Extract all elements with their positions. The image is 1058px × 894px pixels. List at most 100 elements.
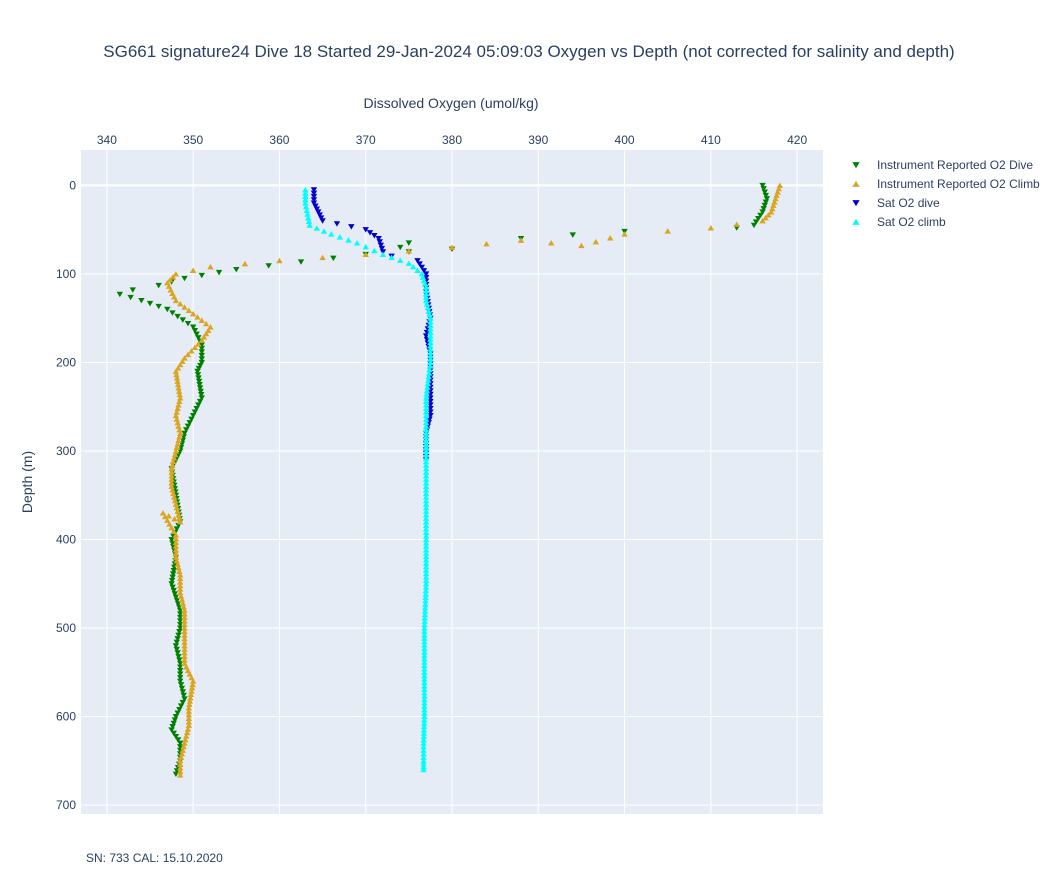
data-point	[180, 603, 187, 610]
data-point	[416, 261, 423, 267]
data-point	[177, 572, 184, 578]
data-point	[184, 351, 192, 358]
data-point	[421, 672, 428, 679]
data-point	[405, 248, 413, 254]
data-point	[421, 693, 428, 699]
data-point	[569, 232, 576, 238]
data-point	[185, 704, 193, 711]
data-point	[196, 398, 204, 405]
data-point	[420, 733, 427, 740]
data-point	[426, 311, 433, 318]
data-point	[198, 345, 205, 352]
data-point	[423, 387, 431, 394]
data-point	[177, 772, 184, 778]
data-point	[409, 263, 417, 270]
data-point	[348, 224, 355, 230]
chart-title: SG661 signature24 Dive 18 Started 29-Jan…	[103, 42, 954, 61]
data-point	[423, 301, 431, 307]
data-point	[320, 228, 328, 234]
series-4	[302, 186, 434, 773]
y-tick-label: 600	[56, 710, 76, 724]
data-point	[378, 245, 386, 252]
data-point	[188, 688, 195, 694]
data-point	[388, 254, 395, 260]
data-point	[194, 314, 201, 320]
data-point	[336, 234, 344, 240]
data-point	[189, 681, 196, 688]
data-point	[168, 483, 175, 489]
data-point	[421, 652, 428, 658]
legend-label: Instrument Reported O2 Dive	[877, 158, 1033, 172]
data-point	[397, 257, 404, 263]
data-point	[421, 676, 428, 682]
data-point	[169, 724, 176, 730]
data-point	[177, 675, 184, 681]
data-point	[759, 217, 766, 224]
data-point	[302, 193, 309, 200]
legend-item[interactable]: Sat O2 climb	[852, 215, 946, 229]
data-point	[176, 568, 183, 574]
data-point	[422, 591, 429, 597]
data-point	[765, 212, 772, 218]
data-point	[422, 563, 430, 570]
data-point	[421, 642, 428, 648]
data-point	[420, 766, 427, 773]
y-tick-label: 500	[56, 621, 76, 635]
data-point	[181, 657, 188, 663]
data-point	[181, 625, 188, 631]
legend-item[interactable]: Instrument Reported O2 Climb	[852, 177, 1040, 191]
data-point	[193, 331, 200, 338]
data-point	[422, 472, 430, 479]
data-point	[161, 513, 169, 520]
data-point	[420, 740, 427, 746]
data-point	[177, 761, 184, 767]
data-point	[422, 594, 429, 600]
data-point	[177, 758, 184, 764]
data-point	[185, 307, 193, 314]
legend-item[interactable]: Instrument Reported O2 Dive	[852, 158, 1033, 172]
data-point	[422, 546, 430, 553]
data-point	[422, 577, 430, 583]
data-point	[421, 706, 428, 713]
data-point	[179, 600, 187, 606]
data-point	[427, 315, 434, 321]
data-point	[175, 653, 182, 660]
data-point	[422, 469, 430, 475]
data-point	[179, 358, 186, 364]
data-point	[177, 582, 184, 589]
data-point	[422, 567, 430, 573]
data-point	[155, 303, 162, 310]
data-point	[306, 222, 313, 228]
data-point	[421, 621, 428, 628]
data-point	[191, 328, 199, 334]
data-point	[181, 628, 188, 635]
legend-item[interactable]: Sat O2 dive	[852, 196, 940, 210]
data-point	[420, 760, 427, 767]
data-point	[422, 487, 430, 493]
data-point	[174, 601, 182, 607]
data-point	[169, 574, 176, 581]
data-point	[427, 349, 434, 356]
data-point	[183, 427, 190, 433]
data-point	[427, 352, 434, 359]
data-point	[421, 655, 428, 662]
data-point	[172, 368, 180, 374]
data-point	[181, 653, 188, 659]
data-point	[592, 238, 599, 245]
data-point	[422, 483, 430, 489]
y-tick-label: 700	[56, 798, 76, 812]
data-point	[175, 604, 183, 610]
data-point	[168, 536, 175, 543]
data-point	[178, 685, 186, 692]
data-point	[770, 202, 777, 208]
data-point	[173, 444, 180, 451]
data-point	[172, 532, 180, 538]
data-point	[422, 504, 430, 511]
data-point	[422, 601, 429, 607]
data-point	[425, 377, 432, 383]
legend[interactable]: Instrument Reported O2 Dive Instrument Re…	[852, 158, 1040, 229]
data-point	[198, 352, 205, 359]
data-point	[176, 426, 183, 433]
data-point	[421, 713, 428, 720]
